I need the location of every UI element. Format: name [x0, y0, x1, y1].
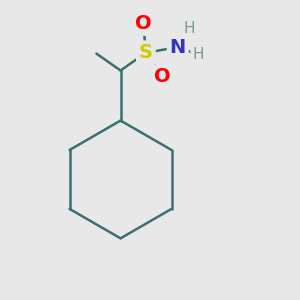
Text: O: O	[135, 14, 152, 33]
Text: S: S	[139, 43, 153, 62]
Text: H: H	[183, 20, 195, 35]
Text: N: N	[170, 38, 186, 57]
Text: O: O	[154, 68, 171, 86]
Text: H: H	[193, 47, 204, 62]
